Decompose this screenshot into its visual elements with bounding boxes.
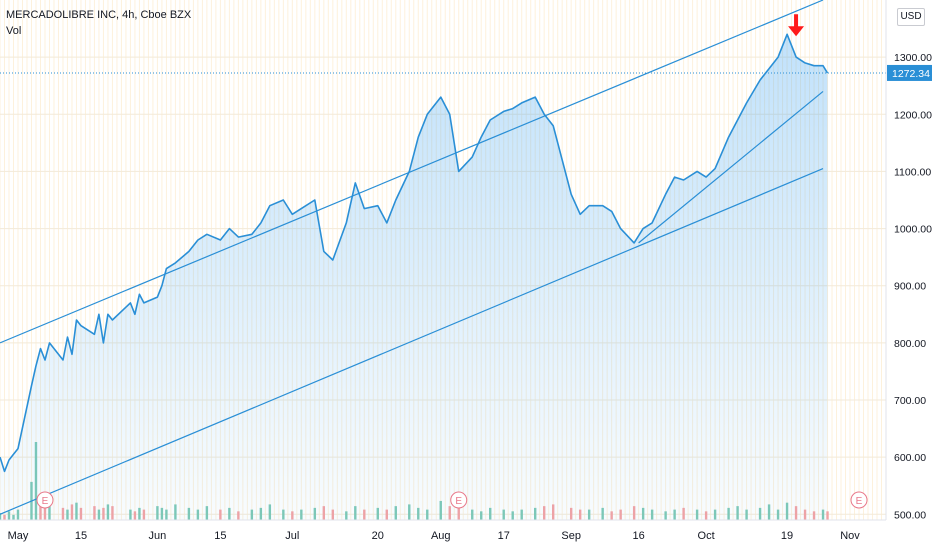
time-tick-label: May bbox=[8, 530, 29, 542]
time-axis: May 15 Jun 15 Jul 20 Aug 17 Sep 16 Oct 19 Nov bbox=[8, 530, 861, 542]
price-tick-label: 1200.00 bbox=[894, 109, 932, 121]
symbol-title[interactable]: MERCADOLIBRE INC, 4h, Cboe BZX bbox=[6, 9, 192, 21]
time-tick-label: Aug bbox=[431, 530, 451, 542]
time-tick-label: 15 bbox=[214, 530, 226, 542]
volume-indicator-label[interactable]: Vol bbox=[6, 25, 22, 37]
trendlines bbox=[0, 0, 824, 515]
price-tick-label: 900.00 bbox=[894, 281, 926, 293]
time-tick-label: 20 bbox=[372, 530, 384, 542]
volume-bar bbox=[826, 511, 829, 520]
trendline bbox=[0, 168, 824, 515]
price-tick-label: 1300.00 bbox=[894, 52, 932, 64]
time-tick-label: Jun bbox=[149, 530, 167, 542]
time-tick-label: 16 bbox=[633, 530, 645, 542]
earnings-marker[interactable]: E bbox=[450, 491, 468, 509]
last-price-badge bbox=[887, 64, 932, 81]
time-tick-label: 15 bbox=[75, 530, 87, 542]
price-tick-label: 1000.00 bbox=[894, 224, 932, 236]
price-axis: 500.00 600.00 700.00 800.00 900.00 1000.00 110… bbox=[894, 52, 932, 521]
time-tick-label: 19 bbox=[781, 530, 793, 542]
time-tick-label: Jul bbox=[285, 530, 299, 542]
trendline bbox=[638, 90, 824, 244]
earnings-marker-label: E bbox=[455, 496, 462, 507]
time-tick-label: 17 bbox=[498, 530, 510, 542]
price-area-fill bbox=[0, 34, 828, 521]
last-price-label: 1272.34 bbox=[892, 68, 930, 80]
chart-legend-header: MERCADOLIBRE INC, 4h, Cboe BZX Vol bbox=[6, 7, 191, 39]
price-series-line bbox=[0, 33, 829, 473]
time-axis-background bbox=[0, 520, 932, 550]
price-tick-label: 800.00 bbox=[894, 338, 926, 350]
time-tick-label: Nov bbox=[840, 530, 860, 542]
trendline bbox=[0, 0, 824, 344]
currency-button[interactable]: USD bbox=[897, 8, 925, 26]
earnings-marker-circle bbox=[36, 491, 54, 509]
earnings-marker[interactable]: E bbox=[850, 491, 868, 509]
time-tick-label: Oct bbox=[698, 530, 715, 542]
earnings-marker-circle bbox=[850, 491, 868, 509]
price-tick-label: 600.00 bbox=[894, 452, 926, 464]
earnings-marker-circle bbox=[450, 491, 468, 509]
arrow-down-icon bbox=[788, 14, 805, 37]
price-tick-label: 1100.00 bbox=[894, 166, 931, 178]
time-tick-label: Sep bbox=[561, 530, 581, 542]
price-tick-label: 500.00 bbox=[894, 509, 926, 521]
price-tick-label: 700.00 bbox=[894, 395, 926, 407]
earnings-marker-label: E bbox=[42, 496, 49, 507]
price-axis-background bbox=[886, 0, 932, 550]
earnings-marker[interactable]: E bbox=[36, 491, 54, 509]
earnings-marker-label: E bbox=[856, 496, 863, 507]
